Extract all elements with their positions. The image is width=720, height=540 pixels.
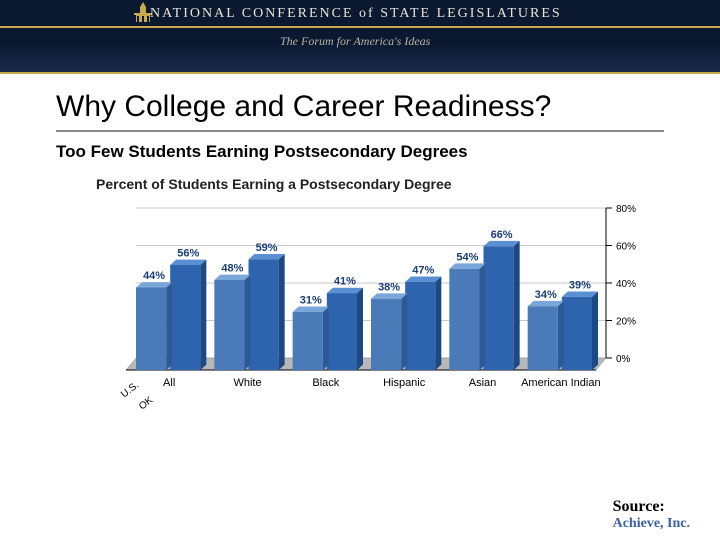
svg-text:American Indian: American Indian [521, 377, 601, 389]
svg-text:80%: 80% [616, 204, 636, 215]
svg-text:40%: 40% [616, 279, 636, 290]
title-underline [56, 130, 664, 132]
svg-text:20%: 20% [616, 317, 636, 328]
source-label: Source: [613, 498, 690, 516]
svg-text:U.S.: U.S. [119, 380, 141, 401]
chart-container: 0% 20% 40% 60% 80% 56% 44% All 59% 48% White 41% 31%… [76, 200, 656, 440]
svg-text:34%: 34% [535, 289, 557, 301]
header-bar: NATIONAL CONFERENCE of STATE LEGISLATURE… [0, 0, 720, 72]
source-name: Achieve, Inc. [613, 516, 690, 532]
svg-text:39%: 39% [569, 279, 591, 291]
svg-text:0%: 0% [616, 354, 631, 365]
svg-text:Asian: Asian [469, 377, 497, 389]
svg-text:59%: 59% [256, 242, 278, 254]
tagline: The Forum for America's Ideas [280, 34, 430, 49]
svg-text:66%: 66% [491, 229, 513, 241]
content-area: Why College and Career Readiness? Too Fe… [0, 72, 720, 440]
org-name: NATIONAL CONFERENCE of STATE LEGISLATURE… [150, 6, 562, 22]
svg-text:44%: 44% [143, 270, 165, 282]
svg-text:38%: 38% [378, 281, 400, 293]
header-divider [0, 26, 720, 28]
chart-title: Percent of Students Earning a Postsecond… [96, 176, 664, 192]
bar-chart: 0% 20% 40% 60% 80% 56% 44% All 59% 48% White 41% 31%… [76, 200, 656, 440]
svg-text:31%: 31% [300, 294, 322, 306]
svg-text:Black: Black [312, 377, 339, 389]
svg-text:All: All [163, 377, 175, 389]
svg-text:41%: 41% [334, 276, 356, 288]
page-title: Why College and Career Readiness? [56, 90, 664, 124]
header-underline [0, 72, 720, 74]
svg-text:Hispanic: Hispanic [383, 377, 426, 389]
svg-text:47%: 47% [412, 264, 434, 276]
svg-text:54%: 54% [456, 251, 478, 263]
source-block: Source: Achieve, Inc. [613, 498, 690, 532]
svg-text:White: White [233, 377, 261, 389]
page-subtitle: Too Few Students Earning Postsecondary D… [56, 142, 664, 162]
svg-text:48%: 48% [221, 263, 243, 275]
svg-text:60%: 60% [616, 242, 636, 253]
svg-text:OK: OK [137, 395, 155, 413]
svg-text:56%: 56% [177, 248, 199, 260]
